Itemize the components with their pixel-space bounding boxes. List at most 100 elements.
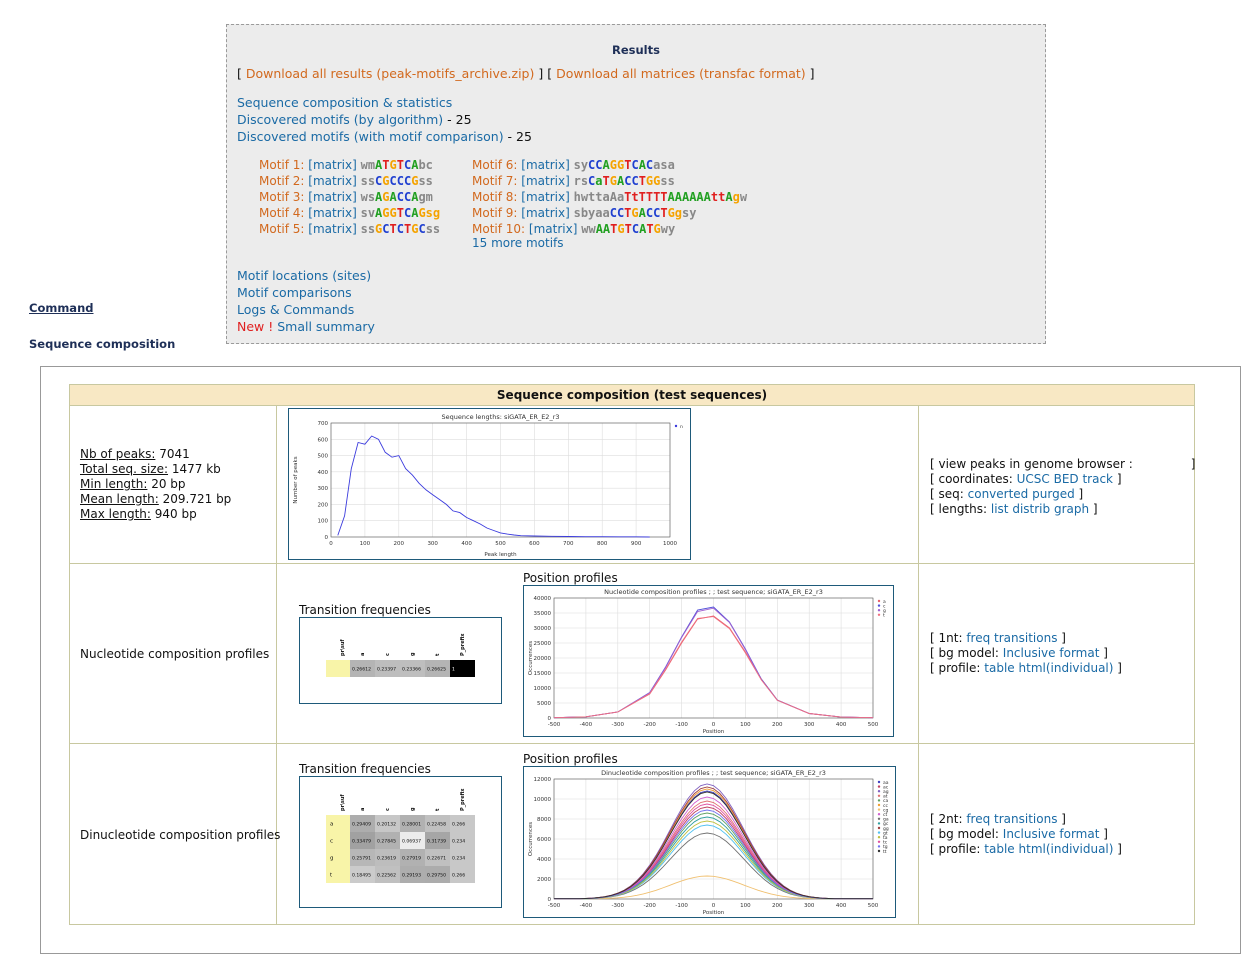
motif-link[interactable]: Motif 4: [259,206,305,220]
dinuc-freq-link[interactable]: freq [966,812,991,826]
matrix-link[interactable]: [matrix] [308,158,357,172]
consensus-segment: G [616,158,625,172]
consensus-segment: g [732,190,740,204]
motif-row: Motif 5: [matrix] ssGCTCTGCss [259,221,440,237]
nuc-html-individual-link[interactable]: html(individual) [1018,661,1114,675]
x-tick-label: 100 [740,722,751,728]
dinucleotide-profile-chart: Dinucleotide composition profiles ; ; te… [523,766,896,918]
nuc-freq-link[interactable]: freq [966,631,991,645]
legend-label-ag: ag [883,790,889,795]
matrix-link[interactable]: [matrix] [521,158,570,172]
ucsc-bed-link[interactable]: UCSC BED track [1016,472,1114,486]
consensus-segment: AA [595,222,611,236]
consensus-segment: ss [660,174,675,188]
x-axis-label: Position [703,729,725,735]
legend-label-at: at [883,794,888,800]
dinuc-table-link[interactable]: table [984,842,1015,856]
legend-marker-gt [877,831,881,834]
x-tick-label: 400 [836,903,847,909]
motif-link[interactable]: Motif 7: [472,174,518,188]
y-tick-label: 200 [318,502,329,508]
dinuc-transitions-link[interactable]: transitions [994,812,1058,826]
heat-cell [350,866,375,883]
y-tick-label: 10000 [534,797,552,803]
legend-label-cg: cg [883,808,888,813]
sequence-composition-link[interactable]: Sequence composition & statistics [237,95,453,110]
stat-label: Max length: [80,507,151,521]
matrix-link[interactable]: [matrix] [308,206,357,220]
consensus-segment: ss [425,222,441,236]
nuc-inclusive-link[interactable]: Inclusive [1002,646,1056,660]
motif-consensus: wwAATGTCATGwy [581,222,675,236]
legend-marker-tt [877,849,881,853]
motif-link[interactable]: Motif 3: [259,190,305,204]
lengths-list-link[interactable]: list [990,502,1009,516]
consensus-segment: tt [710,190,726,204]
seq-purged-link[interactable]: purged [1032,487,1075,501]
sequence-lengths-svg: Sequence lengths: siGATA_ER_E2_r3 0 100 200… [293,413,683,558]
discovered-motifs-algo-count: 25 [455,112,472,127]
motif-link[interactable]: Motif 10: [472,222,526,236]
consensus-segment: G [609,158,617,172]
matrix-link[interactable]: [matrix] [308,190,357,204]
matrix-link[interactable]: [matrix] [521,174,570,188]
x-tick-label: 300 [804,903,815,909]
motif-row: Motif 6: [matrix] syCCAGGTCACasa [472,157,747,173]
matrix-link[interactable]: [matrix] [308,174,357,188]
heat-cell-value: 0.23366 [402,667,421,673]
heat-cell [350,660,375,677]
matrix-link[interactable]: [matrix] [308,222,357,236]
heat-cell [450,815,475,832]
heat-cell [375,866,400,883]
consensus-segment: wy [660,222,676,236]
motif-comparisons-link[interactable]: Motif comparisons [237,285,352,300]
consensus-segment: A [639,222,647,236]
matrix-link[interactable]: [matrix] [521,190,570,204]
nuc-table-link[interactable]: table [984,661,1015,675]
nuc-transitions-link[interactable]: transitions [994,631,1058,645]
legend-label-gc: gc [883,822,889,827]
motif-locations-link[interactable]: Motif locations (sites) [237,268,372,283]
logs-commands-link[interactable]: Logs & Commands [237,302,355,317]
legend-label-cc: cc [883,804,888,809]
heat-cell [375,849,400,866]
motif-link[interactable]: Motif 5: [259,222,305,236]
y-tick-label: 500 [318,454,329,460]
motif-link[interactable]: Motif 2: [259,174,305,188]
legend-label-gg: gg [883,827,889,832]
motif-list-right: Motif 6: [matrix] syCCAGGTCACasa Motif 7:… [472,157,747,237]
heat-row-label-cell [326,832,350,849]
motif-link[interactable]: Motif 1: [259,158,305,172]
matrix-link[interactable]: [matrix] [521,206,570,220]
command-heading-link[interactable]: Command [29,301,94,315]
consensus-segment: A [411,190,419,204]
consensus-segment: CC [609,206,625,220]
y-axis-label: Occurrences [528,822,534,856]
discovered-motifs-comparison-link[interactable]: Discovered motifs (with motif comparison… [237,129,504,144]
heat-cell [450,832,475,849]
motif-row: Motif 4: [matrix] svAGGTCAGsg [259,205,440,221]
y-tick-label: 2000 [537,877,551,883]
download-all-matrices-link[interactable]: Download all matrices (transfac format) [556,66,806,81]
dinuc-html-individual-link[interactable]: html(individual) [1018,842,1114,856]
heat-cell-value: 0.26612 [352,667,371,673]
heat-col-header: t [435,653,441,656]
nuc-format-link[interactable]: format [1059,646,1100,660]
motif-link[interactable]: Motif 8: [472,190,518,204]
legend-marker-ta [877,836,881,839]
motif-link[interactable]: Motif 6: [472,158,518,172]
discovered-motifs-comparison-count: 25 [516,129,532,144]
small-summary-link[interactable]: Small summary [277,319,375,334]
lengths-graph-link[interactable]: graph [1053,502,1090,516]
download-all-results-link[interactable]: Download all results (peak-motifs_archiv… [245,66,535,81]
dinuc-format-link[interactable]: format [1059,827,1100,841]
lengths-distrib-link[interactable]: distrib [1012,502,1051,516]
motif-link[interactable]: Motif 9: [472,206,518,220]
matrix-link[interactable]: [matrix] [528,222,578,236]
dinuc-inclusive-link[interactable]: Inclusive [1002,827,1056,841]
heat-cell [425,815,450,832]
seq-converted-link[interactable]: converted [967,487,1029,501]
heat-corner: pr\suf [340,639,346,656]
more-motifs-link[interactable]: 15 more motifs [472,236,564,250]
discovered-motifs-algo-link[interactable]: Discovered motifs (by algorithm) [237,112,444,127]
